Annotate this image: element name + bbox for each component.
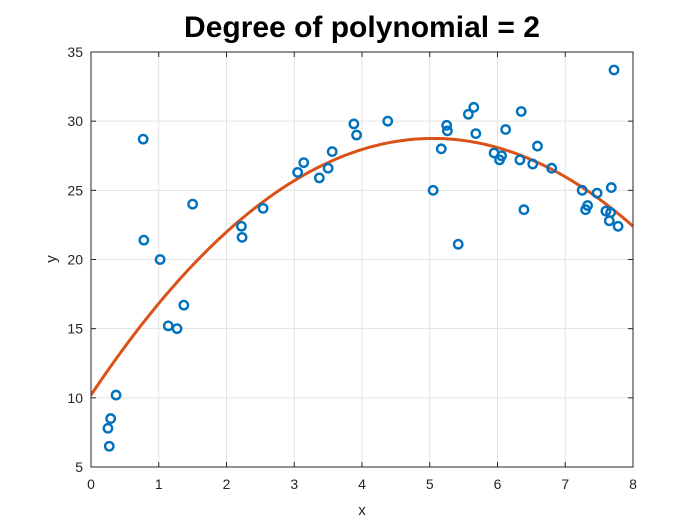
- data-point: [600, 205, 612, 217]
- data-point: [382, 115, 394, 127]
- data-point: [515, 106, 527, 117]
- data-point: [105, 413, 117, 424]
- y-axis-label: y: [43, 255, 60, 263]
- data-point: [605, 207, 617, 218]
- data-point: [518, 204, 530, 216]
- y-tick-label: 30: [67, 113, 83, 129]
- x-tick-label: 4: [358, 476, 366, 492]
- points-layer: [102, 64, 624, 452]
- x-tick-label: 1: [155, 476, 163, 492]
- y-tick-label: 10: [67, 390, 83, 406]
- data-point: [178, 299, 190, 311]
- data-point: [496, 150, 507, 162]
- y-tick-label: 20: [67, 252, 83, 268]
- data-point: [546, 162, 558, 174]
- data-point: [527, 158, 539, 170]
- data-point: [348, 118, 360, 130]
- data-point: [138, 234, 150, 246]
- x-tick-label: 2: [223, 476, 231, 492]
- data-point: [110, 389, 122, 401]
- data-point: [514, 154, 526, 166]
- fit-curve: [91, 136, 633, 396]
- x-tick-label: 5: [426, 476, 434, 492]
- y-tick-label: 5: [75, 459, 83, 475]
- data-point: [605, 182, 617, 193]
- y-tick-label: 25: [67, 182, 83, 198]
- chart-title: Degree of polynomial = 2: [184, 11, 540, 44]
- x-axis-label: x: [358, 502, 366, 519]
- data-point: [500, 124, 512, 135]
- data-point: [322, 162, 334, 174]
- data-point: [435, 143, 447, 155]
- data-point: [468, 101, 480, 113]
- data-point: [576, 184, 588, 196]
- data-point: [236, 231, 248, 243]
- data-point: [427, 184, 439, 196]
- data-point: [313, 172, 325, 184]
- data-point: [351, 129, 362, 141]
- x-tick-label: 3: [290, 476, 298, 492]
- data-point: [236, 220, 247, 232]
- x-tick-label: 6: [494, 476, 502, 492]
- data-point: [137, 133, 149, 145]
- data-point: [441, 125, 453, 137]
- x-tick-label: 8: [629, 476, 637, 492]
- data-point: [532, 140, 543, 152]
- data-point: [257, 202, 269, 214]
- data-point: [591, 187, 603, 199]
- y-tick-label: 15: [67, 321, 83, 337]
- data-point: [171, 323, 183, 335]
- data-point: [582, 200, 594, 211]
- data-point: [103, 440, 115, 452]
- data-point: [292, 166, 304, 178]
- data-point: [612, 220, 624, 232]
- x-tick-label: 7: [561, 476, 569, 492]
- fit-layer: [91, 136, 633, 396]
- data-point: [462, 108, 474, 120]
- data-point: [154, 254, 166, 265]
- data-point: [441, 119, 453, 131]
- y-tick-label: 35: [67, 44, 83, 60]
- data-point: [102, 422, 114, 434]
- data-point: [608, 64, 620, 76]
- y-axis: 5 10 15 20 25 30 35: [67, 44, 633, 475]
- data-point: [298, 157, 310, 169]
- data-point: [187, 198, 199, 210]
- data-point: [470, 128, 482, 140]
- data-point: [452, 238, 464, 250]
- x-tick-label: 0: [87, 476, 95, 492]
- x-axis: 0 1 2 3 4 5 6 7 8: [87, 52, 637, 492]
- data-point: [326, 146, 338, 158]
